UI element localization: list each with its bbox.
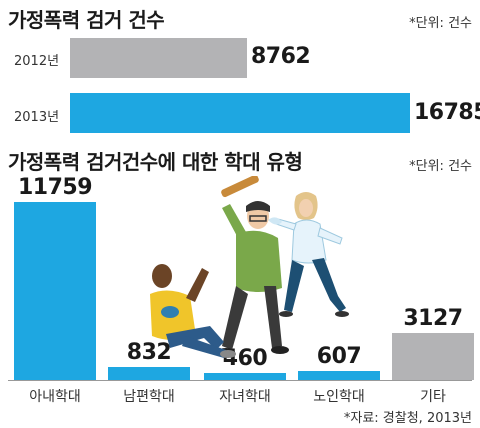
chart2-unit-note: *단위: 건수 [409, 159, 472, 174]
chart2-value-other: 3127 [403, 306, 463, 331]
chart2-category-other: 기타 [420, 389, 446, 405]
chart1-category-2012: 2012년 [14, 54, 60, 69]
domestic-violence-illustration [150, 176, 349, 358]
chart2-category-elderly: 노인학대 [313, 389, 365, 405]
woman-figure [268, 192, 349, 317]
man-figure [217, 176, 289, 356]
chart1-title: 가정폭력 검거 건수 [8, 8, 165, 32]
chart2-category-child: 자녀학대 [219, 389, 271, 405]
chart2-baseline [8, 380, 472, 381]
chart2-bar-child [204, 373, 286, 380]
chart1-unit-note: *단위: 건수 [409, 16, 472, 31]
chart2-value-wife: 11759 [17, 175, 93, 200]
boy-figure [150, 264, 236, 358]
source-note: *자료: 경찰청, 2013년 [343, 411, 472, 426]
chart2-bar-wife [14, 202, 96, 380]
chart1-bar-2012 [70, 38, 247, 78]
chart1-value-2013: 16785 [414, 100, 480, 125]
chart1-category-2013: 2013년 [14, 110, 60, 125]
chart1-value-2012: 8762 [251, 44, 311, 69]
chart2-bar-other [392, 333, 474, 380]
chart2-title: 가정폭력 검거건수에 대한 학대 유형 [8, 150, 303, 174]
chart2-value-elderly: 607 [316, 344, 362, 369]
chart2-value-husband: 832 [126, 340, 172, 365]
chart2-bar-husband [108, 367, 190, 380]
chart2-category-wife: 아내학대 [29, 389, 81, 405]
chart2-bar-elderly [298, 371, 380, 380]
chart2-category-husband: 남편학대 [123, 389, 175, 405]
chart1-bar-2013 [70, 93, 410, 133]
